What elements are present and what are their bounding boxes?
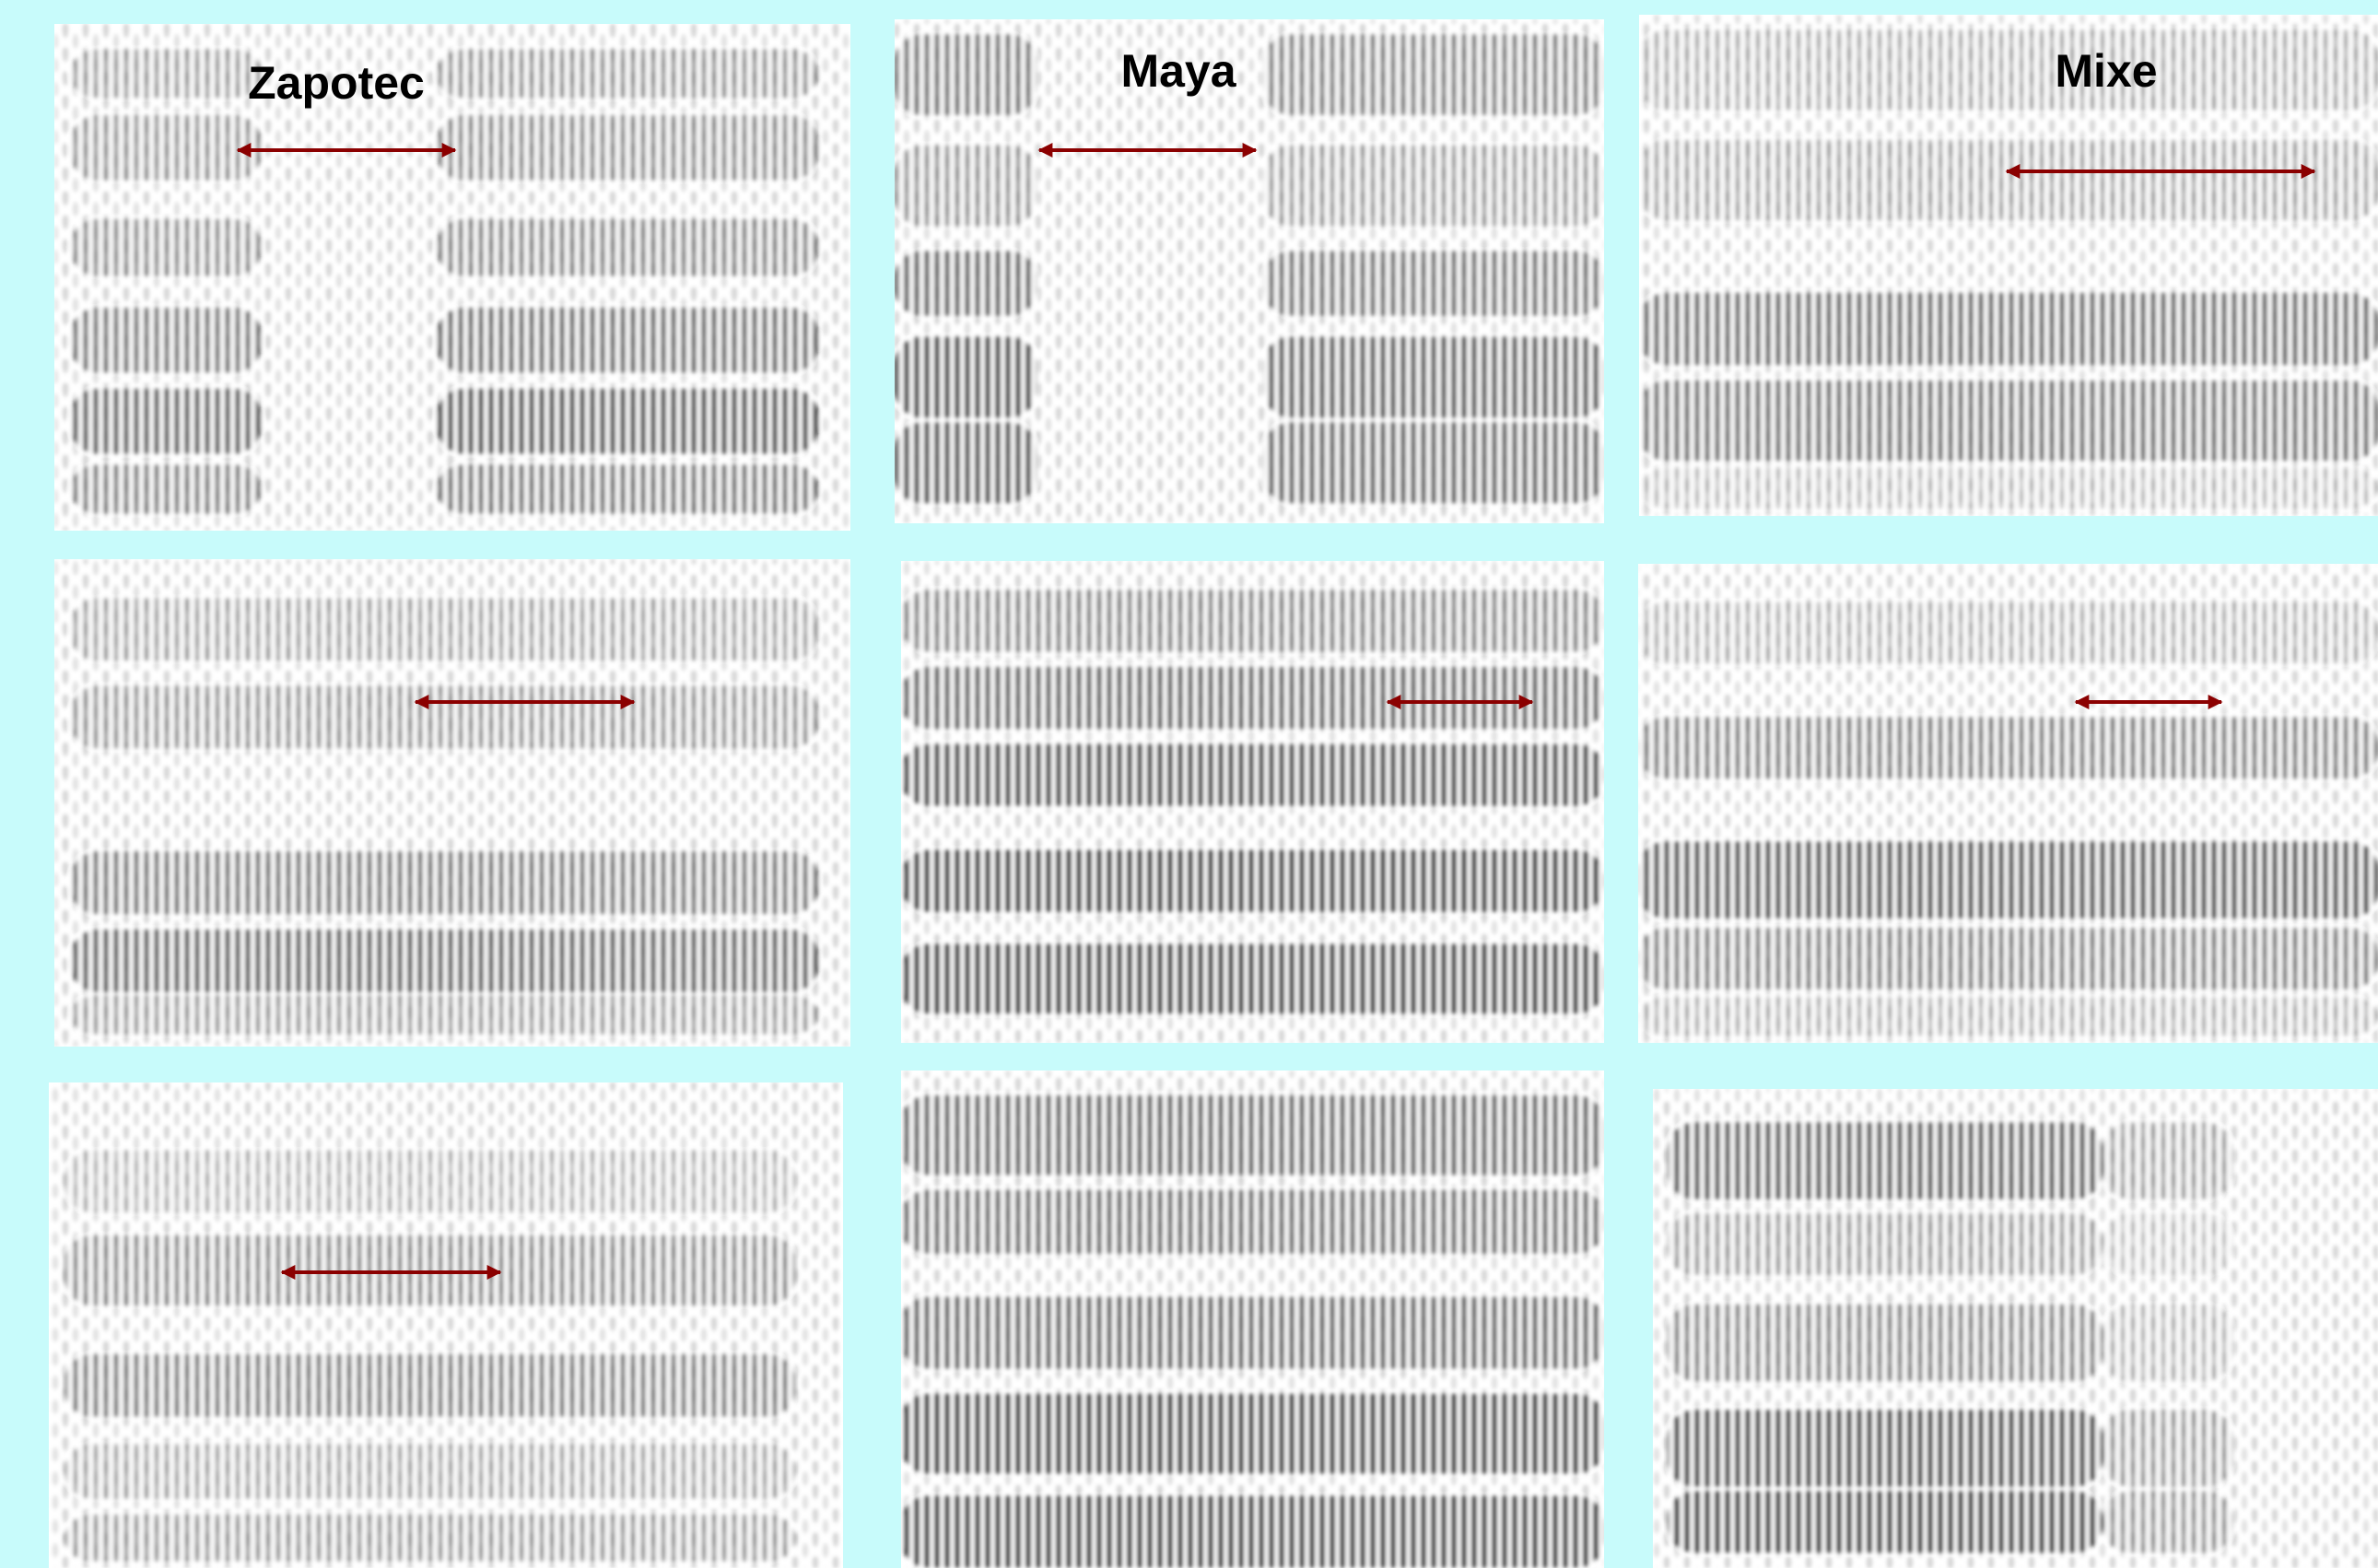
formant-band [1263, 336, 1604, 418]
spectrogram-panel [1638, 564, 2378, 1043]
column-label: Maya [1120, 45, 1236, 97]
formant-band [901, 943, 1604, 1014]
spectrogram-panel [901, 1071, 1604, 1568]
arrows [236, 143, 2316, 1280]
formant-band [70, 851, 819, 915]
formant-band [2102, 1305, 2233, 1382]
formant-band [436, 115, 819, 181]
formant-band [1263, 251, 1604, 316]
spectrogram-image [1638, 564, 2378, 1043]
formant-band [901, 1189, 1604, 1254]
formant-band [436, 389, 819, 454]
formant-band [436, 464, 819, 514]
formant-band [70, 685, 819, 749]
formant-band [895, 251, 1037, 316]
spectrogram-image [895, 19, 1604, 523]
formant-band [70, 995, 819, 1035]
noise [54, 24, 850, 531]
formant-band [2102, 1213, 2233, 1275]
formant-band [2102, 1491, 2233, 1553]
formant-band [64, 1444, 796, 1499]
spectrogram-panel [1653, 1089, 2378, 1568]
formant-band [2102, 1122, 2233, 1199]
formant-band [895, 145, 1037, 227]
column-label: Mixe [2055, 45, 2157, 97]
formant-band [1667, 1410, 2103, 1487]
spectrogram-image [49, 1082, 843, 1568]
formant-band [70, 308, 262, 373]
formant-band [64, 1515, 796, 1562]
formant-band [64, 1235, 796, 1305]
formant-band [1638, 928, 2378, 989]
formant-band [901, 1495, 1604, 1568]
formant-band [1639, 140, 2378, 221]
formant-band [436, 218, 819, 276]
formant-band [901, 667, 1604, 730]
formant-band [1639, 380, 2378, 462]
formant-band [901, 849, 1604, 912]
spectrogram-image [901, 1071, 1604, 1568]
spectrogram-image [54, 24, 850, 531]
formant-band [895, 34, 1037, 115]
formant-band [1263, 34, 1604, 115]
spectrogram-panel [49, 1082, 843, 1568]
formant-band [70, 930, 819, 992]
spectrogram-image [54, 559, 850, 1047]
formant-band [1639, 29, 2378, 111]
spectrogram-panel [54, 559, 850, 1047]
spectrogram-panel [1639, 15, 2378, 516]
formant-band [1638, 997, 2378, 1036]
formant-band [1639, 292, 2378, 366]
formant-band [901, 1296, 1604, 1369]
formant-band [70, 389, 262, 454]
spectrogram-panel [901, 561, 1604, 1043]
spectrogram-panel [895, 19, 1604, 523]
formant-band [901, 1394, 1604, 1474]
formant-band [1639, 468, 2378, 509]
formant-band [1263, 145, 1604, 227]
formant-band [1667, 1491, 2103, 1553]
formant-band [1638, 602, 2378, 664]
formant-band [64, 1354, 796, 1417]
formant-band [64, 1150, 796, 1213]
column-label: Zapotec [248, 57, 425, 109]
formant-band [901, 1095, 1604, 1176]
panels [49, 15, 2378, 1568]
formant-band [895, 336, 1037, 418]
formant-band [901, 590, 1604, 652]
formant-band [70, 115, 262, 181]
formant-band [1667, 1122, 2103, 1199]
formant-band [1667, 1305, 2103, 1382]
formant-band [436, 49, 819, 99]
spectrogram-image [1653, 1089, 2378, 1568]
spectrogram-image [1639, 15, 2378, 516]
formant-band [70, 464, 262, 514]
formant-band [1263, 422, 1604, 504]
formant-band [901, 743, 1604, 806]
formant-band [1638, 841, 2378, 919]
formant-band [70, 218, 262, 276]
formant-band [1667, 1213, 2103, 1275]
spectrogram-panel [54, 24, 850, 531]
formant-band [2102, 1410, 2233, 1487]
formant-band [70, 598, 819, 661]
spectrogram-image [901, 561, 1604, 1043]
formant-band [1638, 717, 2378, 778]
formant-band [70, 49, 262, 99]
formant-band [436, 308, 819, 373]
formant-band [895, 422, 1037, 504]
